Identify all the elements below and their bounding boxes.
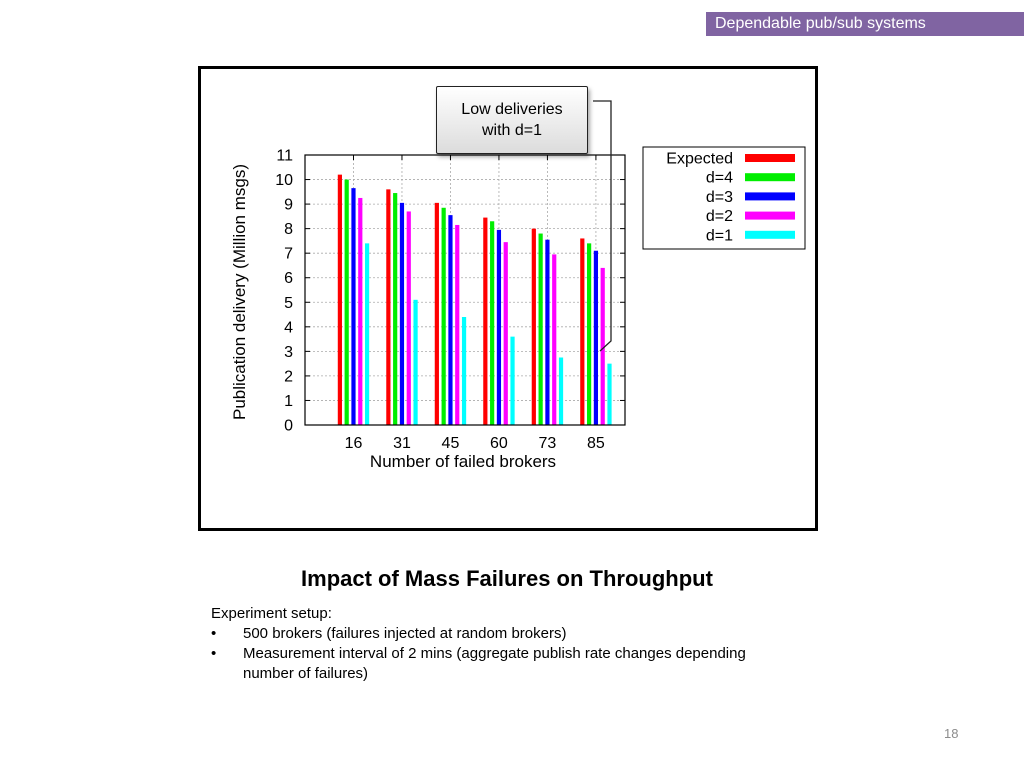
- bar-d-1: [607, 363, 612, 425]
- legend-label: d=4: [706, 170, 733, 187]
- callout-line-2: with d=1: [481, 122, 543, 139]
- bullet-text: Measurement interval of 2 mins (aggregat…: [243, 645, 746, 682]
- bar-d-4: [490, 221, 495, 425]
- legend-label: d=2: [706, 208, 733, 225]
- x-tick-label: 31: [393, 435, 411, 452]
- y-tick-label: 4: [284, 319, 293, 336]
- bullet-item: • 500 brokers (failures injected at rand…: [211, 624, 771, 644]
- y-tick-label: 0: [284, 418, 293, 435]
- legend-swatch: [745, 230, 795, 239]
- bar-d-2: [600, 267, 605, 425]
- y-tick-label: 5: [284, 295, 293, 312]
- x-tick-label: 16: [345, 435, 363, 452]
- bar-d-2: [503, 242, 508, 425]
- bar-d-1: [510, 336, 515, 425]
- x-tick-label: 45: [442, 435, 460, 452]
- bar-expected: [483, 217, 488, 425]
- callout-box: Low deliveries with d=1: [436, 86, 588, 154]
- y-tick-label: 11: [276, 148, 293, 165]
- bar-d-2: [406, 211, 411, 425]
- bar-d-4: [441, 207, 446, 425]
- x-axis-label: Number of failed brokers: [370, 452, 556, 471]
- bar-d-2: [552, 254, 557, 425]
- bar-d-3: [545, 239, 550, 425]
- bar-d-1: [558, 357, 564, 425]
- setup-heading: Experiment setup:: [211, 605, 332, 622]
- y-tick-label: 3: [284, 344, 293, 361]
- bullet-item: • Measurement interval of 2 mins (aggreg…: [211, 644, 771, 684]
- y-tick-label: 6: [284, 270, 293, 287]
- x-tick-label: 73: [539, 435, 557, 452]
- bar-d-3: [448, 215, 453, 425]
- x-tick-label: 60: [490, 435, 508, 452]
- bullet-marker: •: [211, 645, 217, 662]
- callout-line-1: Low deliveries: [461, 101, 563, 118]
- bar-expected: [386, 189, 391, 425]
- bar-expected: [580, 238, 585, 425]
- bullet-marker: •: [211, 625, 217, 642]
- legend-swatch: [745, 192, 795, 201]
- bar-d-4: [344, 179, 349, 425]
- legend-label: d=3: [706, 189, 733, 206]
- bar-d-3: [351, 188, 356, 425]
- y-tick-label: 1: [284, 393, 293, 410]
- legend-swatch: [745, 173, 795, 182]
- bar-d-3: [593, 250, 599, 425]
- bar-d-2: [455, 224, 460, 425]
- bar-d-3: [399, 202, 405, 425]
- plot-border: [304, 154, 626, 426]
- y-tick-label: 8: [284, 221, 293, 238]
- callout-pointer-line: [593, 100, 612, 352]
- bar-d-1: [461, 317, 467, 425]
- legend-swatch: [745, 154, 795, 162]
- bar-d-4: [393, 193, 398, 425]
- slide-title: Impact of Mass Failures on Throughput: [301, 566, 713, 591]
- bar-expected: [434, 202, 439, 425]
- page-number: 18: [944, 726, 959, 741]
- bar-d-1: [364, 243, 370, 425]
- bar-d-1: [413, 299, 418, 425]
- experiment-setup: Experiment setup: • 500 brokers (failure…: [211, 604, 771, 684]
- bar-expected: [337, 174, 342, 425]
- x-tick-label: 85: [587, 435, 605, 452]
- legend-label: Expected: [666, 151, 733, 168]
- y-tick-label: 10: [275, 172, 293, 189]
- bar-d-4: [538, 233, 543, 425]
- bar-d-2: [358, 197, 363, 425]
- bar-expected: [531, 228, 536, 425]
- setup-bullet-list: • 500 brokers (failures injected at rand…: [211, 624, 771, 684]
- y-tick-label: 2: [284, 368, 293, 385]
- legend-swatch: [745, 211, 795, 220]
- y-tick-label: 9: [284, 197, 293, 214]
- header-banner: Dependable pub/sub systems: [706, 12, 1024, 36]
- bar-d-3: [496, 229, 502, 425]
- y-tick-label: 7: [284, 246, 293, 263]
- y-axis-label: Publication delivery (Million msgs): [230, 164, 249, 420]
- bullet-text: 500 brokers (failures injected at random…: [243, 625, 567, 642]
- bar-d-4: [587, 243, 592, 425]
- legend-label: d=1: [706, 227, 733, 244]
